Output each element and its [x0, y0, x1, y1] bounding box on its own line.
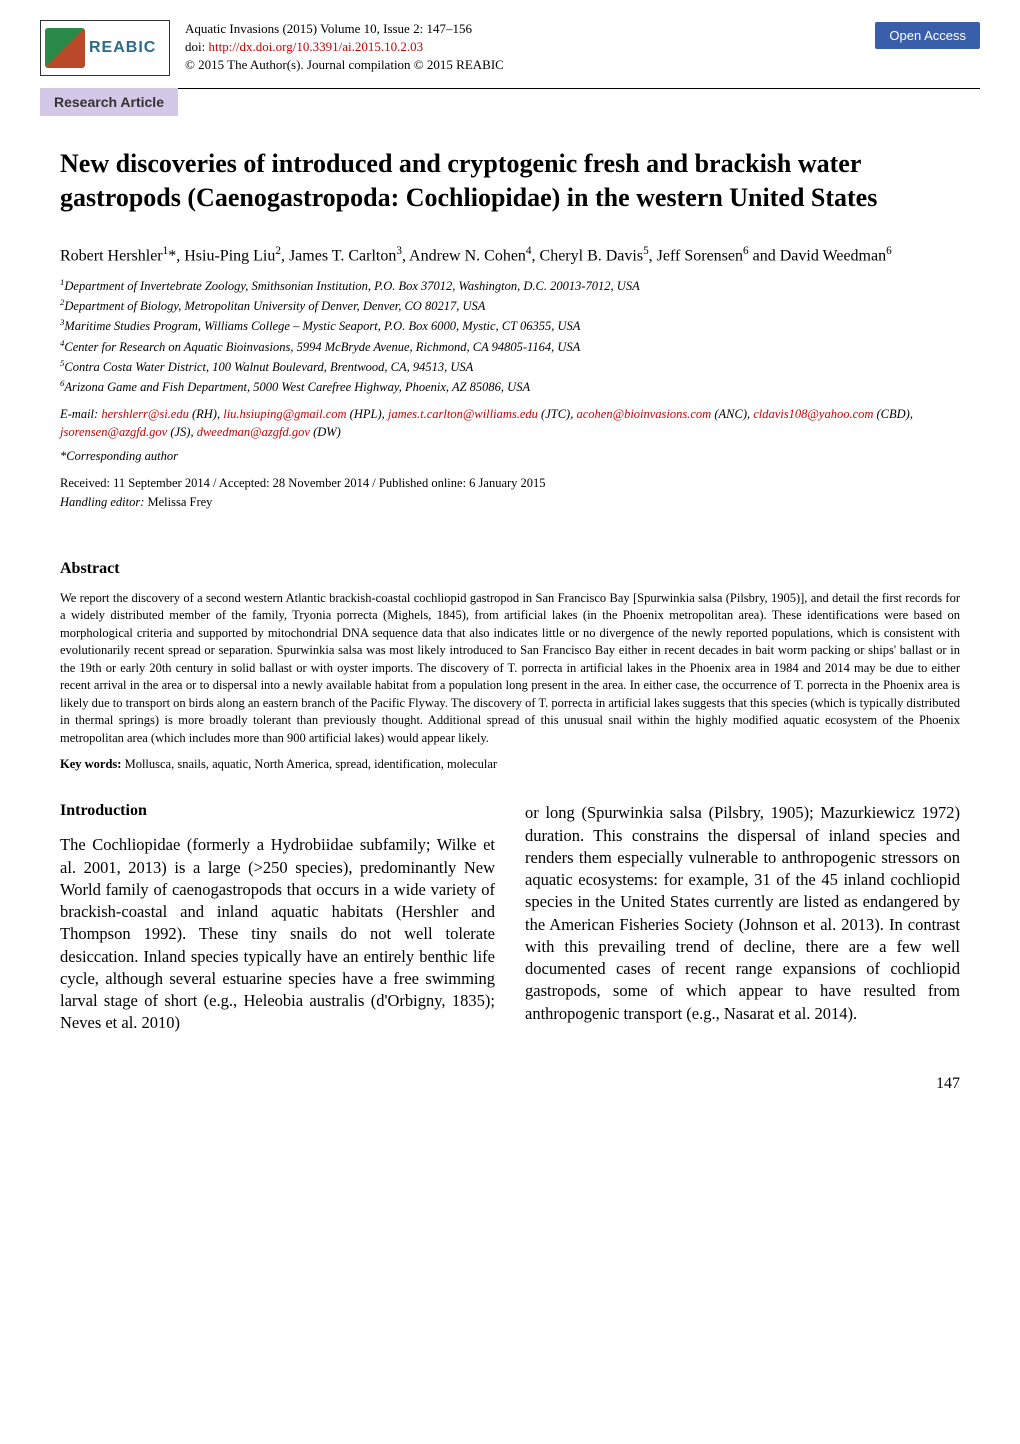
body-text-left: The Cochliopidae (formerly a Hydrobiidae…	[60, 834, 495, 1034]
doi-link[interactable]: http://dx.doi.org/10.3391/ai.2015.10.2.0…	[208, 39, 423, 54]
email-link[interactable]: james.t.carlton@williams.edu	[388, 407, 538, 421]
handling-editor-name: Melissa Frey	[148, 495, 213, 509]
journal-citation: Aquatic Invasions (2015) Volume 10, Issu…	[185, 20, 865, 38]
reabic-logo: REABIC	[40, 20, 170, 76]
header-divider	[40, 88, 980, 89]
corresponding-author-note: *Corresponding author	[60, 449, 960, 464]
affiliation: 1Department of Invertebrate Zoology, Smi…	[60, 276, 960, 295]
publication-dates: Received: 11 September 2014 / Accepted: …	[60, 476, 960, 491]
authors-line: Robert Hershler1*, Hsiu-Ping Liu2, James…	[60, 243, 960, 268]
logo-icon	[45, 28, 85, 68]
body-columns: Introduction The Cochliopidae (formerly …	[60, 802, 960, 1034]
copyright-line: © 2015 The Author(s). Journal compilatio…	[185, 56, 865, 74]
article-title: New discoveries of introduced and crypto…	[60, 147, 960, 215]
doi-line: doi: http://dx.doi.org/10.3391/ai.2015.1…	[185, 38, 865, 56]
handling-editor: Handling editor: Melissa Frey	[60, 495, 960, 510]
affiliations-block: 1Department of Invertebrate Zoology, Smi…	[60, 276, 960, 397]
introduction-heading: Introduction	[60, 802, 495, 820]
citation-block: Aquatic Invasions (2015) Volume 10, Issu…	[180, 20, 865, 75]
email-link[interactable]: liu.hsiuping@gmail.com	[223, 407, 346, 421]
article-content: New discoveries of introduced and crypto…	[0, 117, 1020, 1075]
page-number: 147	[0, 1075, 1020, 1113]
abstract-text: We report the discovery of a second west…	[60, 590, 960, 748]
abstract-heading: Abstract	[60, 560, 960, 578]
logo-text: REABIC	[89, 39, 156, 57]
handling-editor-label: Handling editor:	[60, 495, 148, 509]
keywords-text: Mollusca, snails, aquatic, North America…	[125, 757, 497, 771]
affiliation: 2Department of Biology, Metropolitan Uni…	[60, 296, 960, 315]
keywords-label: Key words:	[60, 757, 125, 771]
affiliation: 4Center for Research on Aquatic Bioinvas…	[60, 337, 960, 356]
affiliation: 5Contra Costa Water District, 100 Walnut…	[60, 357, 960, 376]
email-link[interactable]: hershlerr@si.edu	[101, 407, 189, 421]
right-column: or long (Spurwinkia salsa (Pilsbry, 1905…	[525, 802, 960, 1034]
affiliation: 6Arizona Game and Fish Department, 5000 …	[60, 377, 960, 396]
article-type-label: Research Article	[40, 88, 178, 116]
affiliation: 3Maritime Studies Program, Williams Coll…	[60, 316, 960, 335]
email-link[interactable]: dweedman@azgfd.gov	[197, 425, 310, 439]
email-link[interactable]: cldavis108@yahoo.com	[753, 407, 873, 421]
keywords-line: Key words: Mollusca, snails, aquatic, No…	[60, 757, 960, 772]
email-link[interactable]: jsorensen@azgfd.gov	[60, 425, 167, 439]
left-column: Introduction The Cochliopidae (formerly …	[60, 802, 495, 1034]
page-header: REABIC Aquatic Invasions (2015) Volume 1…	[0, 0, 1020, 76]
emails-line: E-mail: hershlerr@si.edu (RH), liu.hsiup…	[60, 405, 960, 441]
body-text-right: or long (Spurwinkia salsa (Pilsbry, 1905…	[525, 802, 960, 1025]
email-link[interactable]: acohen@bioinvasions.com	[576, 407, 711, 421]
doi-prefix: doi:	[185, 39, 208, 54]
open-access-badge: Open Access	[875, 22, 980, 49]
